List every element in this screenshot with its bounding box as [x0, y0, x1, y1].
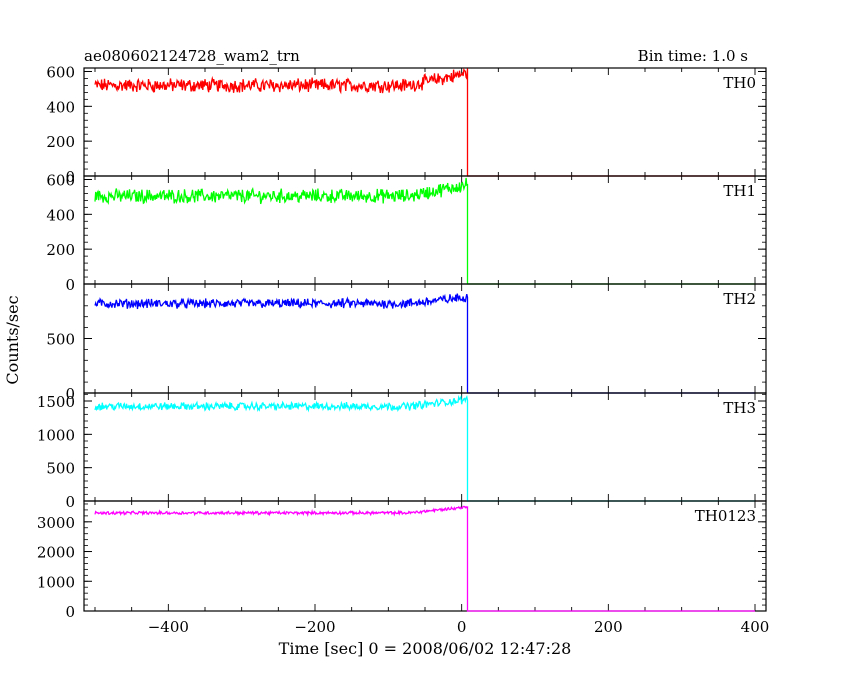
x-ticks-th0123 — [94, 501, 756, 611]
y-tick-label: 200 — [46, 241, 75, 259]
y-tick-label: 0 — [65, 603, 75, 621]
y-tick-label: 0 — [65, 276, 75, 294]
y-ticks-th3: 0 500 1000 1500 — [37, 393, 766, 511]
y-tick-label: 500 — [46, 460, 75, 478]
x-ticks-th2 — [94, 284, 756, 393]
y-tick-label: 1500 — [37, 393, 75, 411]
x-tick-label: 400 — [741, 618, 770, 636]
series-label-th2: TH2 — [723, 290, 756, 308]
x-ticks-th1 — [94, 176, 756, 284]
y-ticks-th1: 0 200 400 600 — [46, 171, 766, 294]
series-line-th1 — [94, 177, 755, 285]
bin-time-label: Bin time: 1.0 s — [638, 47, 748, 65]
y-tick-label: 2000 — [37, 544, 75, 562]
x-tick-label: 200 — [594, 618, 623, 636]
y-tick-label: 600 — [46, 63, 75, 81]
y-tick-label: 0 — [65, 493, 75, 511]
y-tick-label: 200 — [46, 133, 75, 151]
panel-frame-th0123 — [83, 500, 767, 612]
y-ticks-th0: 0 200 400 600 — [46, 63, 766, 186]
series-line-th2 — [94, 293, 755, 394]
y-tick-label: 0 — [65, 168, 75, 186]
x-ticks-th0 — [94, 68, 756, 176]
chart-title: ae080602124728_wam2_trn — [84, 47, 300, 65]
y-ticks-th0123: 0 1000 2000 3000 — [37, 503, 766, 621]
series-line-th0 — [94, 67, 755, 177]
y-tick-label: 600 — [46, 171, 75, 189]
series-label-th1: TH1 — [723, 182, 756, 200]
y-tick-label: 500 — [46, 331, 75, 349]
y-tick-label: 1000 — [37, 573, 75, 591]
y-tick-label: 0 — [65, 385, 75, 403]
series-line-th0123 — [94, 505, 755, 612]
x-ticks-th3 — [94, 393, 756, 501]
x-tick-label: 0 — [457, 618, 467, 636]
x-axis-label: Time [sec] 0 = 2008/06/02 12:47:28 — [279, 639, 572, 658]
series-label-th0: TH0 — [723, 74, 756, 92]
y-tick-label: 1000 — [37, 426, 75, 444]
x-tick-label: −400 — [148, 618, 189, 636]
y-tick-label: 400 — [46, 206, 75, 224]
panels: 0 200 400 600 TH0 0 200 400 600 TH1 0 500 TH2 0 500 100… — [37, 63, 770, 636]
series-label-th0123: TH0123 — [695, 507, 756, 525]
series-label-th3: TH3 — [723, 399, 756, 417]
y-tick-label: 3000 — [37, 514, 75, 532]
series-line-th3 — [94, 394, 755, 502]
x-tick-label: −200 — [294, 618, 335, 636]
y-tick-label: 400 — [46, 98, 75, 116]
panel-frame-th2 — [83, 283, 767, 394]
y-axis-label: Counts/sec — [3, 295, 22, 384]
